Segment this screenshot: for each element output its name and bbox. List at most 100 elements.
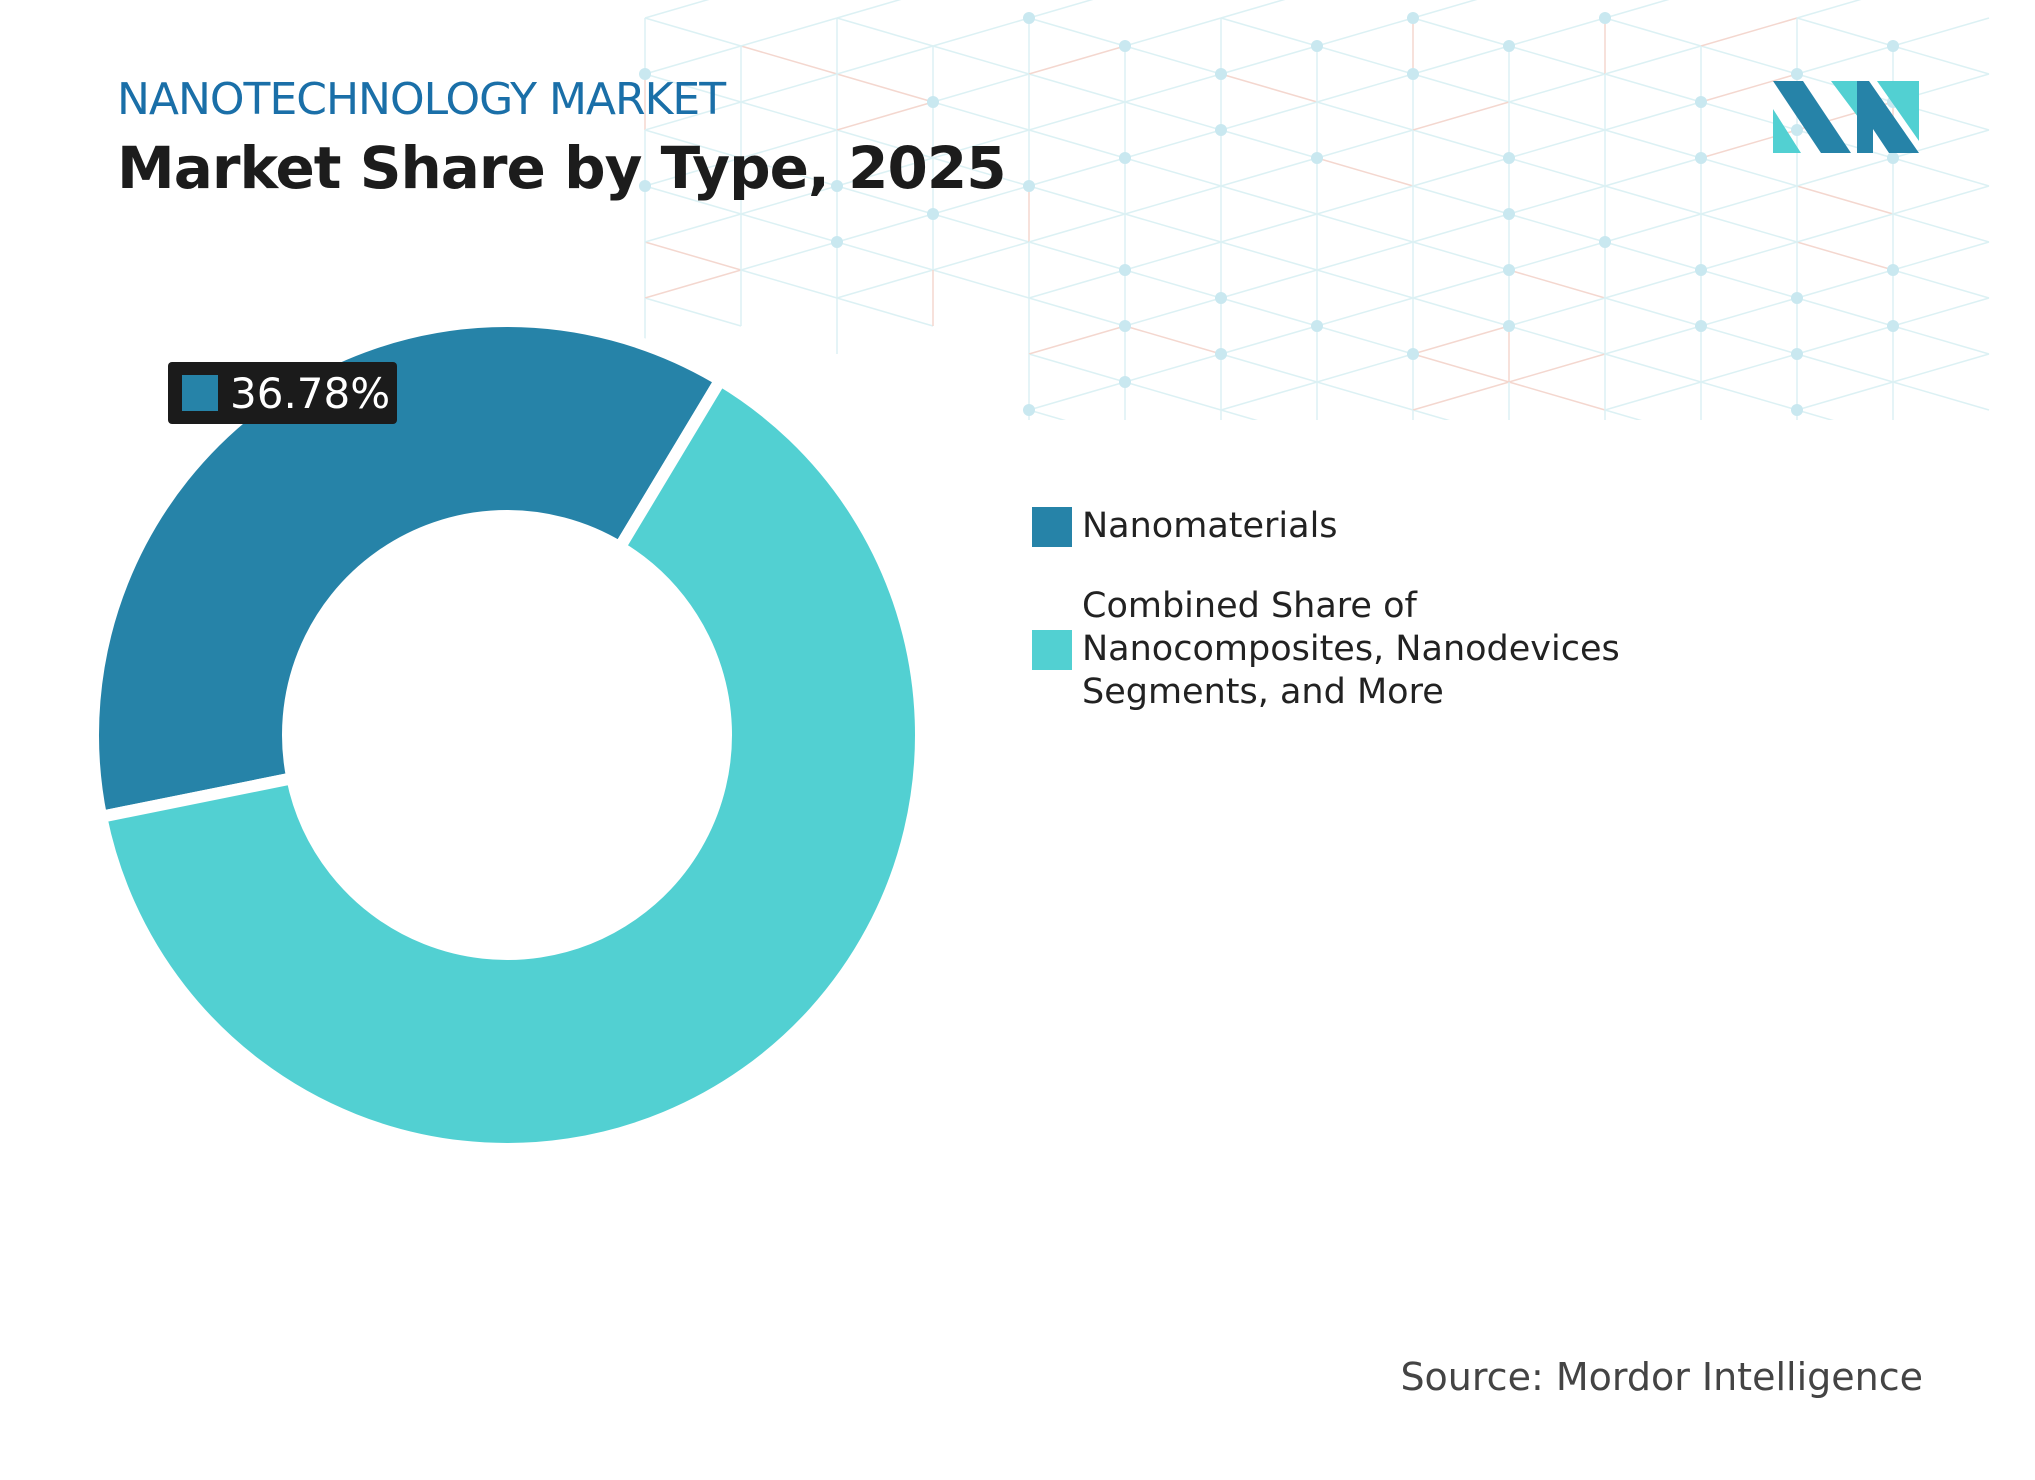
donut-chart	[0, 0, 1000, 1200]
pattern-dot	[1887, 320, 1899, 332]
pattern-line	[1413, 270, 1509, 298]
source-note: Source: Mordor Intelligence	[1400, 1355, 1923, 1399]
pattern-line	[1413, 382, 1509, 410]
pattern-line	[1893, 186, 1989, 214]
pattern-dot	[1119, 152, 1131, 164]
pattern-line	[1221, 214, 1317, 242]
legend-label: Combined Share of Nanocomposites, Nanode…	[1082, 585, 1620, 714]
pattern-line	[1317, 130, 1413, 158]
pattern-line	[1893, 298, 1989, 326]
pattern-line	[1509, 46, 1605, 74]
pattern-dot	[1119, 264, 1131, 276]
pattern-line	[1605, 102, 1701, 130]
pattern-dot	[1695, 320, 1707, 332]
pattern-line	[1221, 158, 1317, 186]
pattern-line	[1605, 130, 1701, 158]
pattern-line	[1029, 130, 1125, 158]
pattern-line	[1605, 0, 1701, 18]
pattern-line	[1509, 130, 1605, 158]
pattern-dot	[1407, 12, 1419, 24]
pattern-line	[1221, 270, 1317, 298]
legend-label-line: Nanocomposites, Nanodevices	[1082, 628, 1620, 671]
pattern-line	[1317, 382, 1413, 410]
pattern-line	[1797, 270, 1893, 298]
pattern-line	[1413, 102, 1509, 130]
pattern-line	[1797, 382, 1893, 410]
data-label-nanomaterials: 36.78%	[168, 362, 397, 424]
pattern-line	[1317, 74, 1413, 102]
data-label-text: 36.78%	[230, 369, 390, 418]
pattern-dot	[1119, 376, 1131, 388]
pattern-line	[1317, 18, 1413, 46]
pattern-line	[1029, 102, 1125, 130]
pattern-line	[1509, 354, 1605, 382]
pattern-line	[1413, 242, 1509, 270]
pattern-dot	[1503, 264, 1515, 276]
pattern-line	[1317, 242, 1413, 270]
pattern-line	[1893, 214, 1989, 242]
pattern-line	[1221, 326, 1317, 354]
pattern-line	[1029, 382, 1125, 410]
pattern-line	[1605, 326, 1701, 354]
pattern-line	[1605, 186, 1701, 214]
pattern-dot	[1791, 292, 1803, 304]
pattern-line	[1797, 0, 1893, 18]
pattern-line	[1893, 158, 1989, 186]
pattern-line	[1413, 326, 1509, 354]
pattern-line	[1797, 410, 1893, 420]
pattern-line	[1221, 298, 1317, 326]
pattern-line	[1605, 270, 1701, 298]
pattern-line	[1701, 46, 1797, 74]
pattern-line	[1029, 242, 1125, 270]
pattern-line	[1221, 102, 1317, 130]
data-label-swatch	[182, 375, 218, 411]
pattern-line	[1125, 130, 1221, 158]
pattern-line	[1509, 214, 1605, 242]
pattern-line	[1125, 214, 1221, 242]
pattern-line	[1605, 298, 1701, 326]
pattern-dot	[1695, 152, 1707, 164]
pattern-line	[1317, 158, 1413, 186]
pattern-line	[1797, 158, 1893, 186]
pattern-line	[1221, 354, 1317, 382]
pattern-line	[1413, 74, 1509, 102]
pattern-line	[1605, 158, 1701, 186]
pattern-line	[1317, 354, 1413, 382]
pattern-line	[1029, 354, 1125, 382]
pattern-line	[1701, 18, 1797, 46]
pattern-line	[1893, 46, 1989, 74]
pattern-dot	[1695, 264, 1707, 276]
pattern-line	[1701, 242, 1797, 270]
pattern-line	[1125, 186, 1221, 214]
pattern-dot	[1215, 124, 1227, 136]
pattern-dot	[1407, 68, 1419, 80]
legend-swatch	[1032, 630, 1072, 670]
pattern-line	[1221, 186, 1317, 214]
pattern-dot	[1311, 320, 1323, 332]
pattern-line	[1125, 158, 1221, 186]
mordor-logo	[1773, 81, 1919, 153]
pattern-line	[1125, 382, 1221, 410]
pattern-dot	[1023, 404, 1035, 416]
pattern-line	[1317, 46, 1413, 74]
pattern-line	[1029, 18, 1125, 46]
pattern-line	[1221, 18, 1317, 46]
pattern-line	[1797, 326, 1893, 354]
pattern-line	[1125, 242, 1221, 270]
pattern-line	[1413, 0, 1509, 18]
pattern-line	[1605, 354, 1701, 382]
pattern-line	[1413, 18, 1509, 46]
pattern-dot	[1503, 320, 1515, 332]
legend-label-line: Segments, and More	[1082, 671, 1620, 714]
pattern-line	[1797, 214, 1893, 242]
pattern-line	[1221, 74, 1317, 102]
pattern-line	[1701, 270, 1797, 298]
pattern-line	[1125, 270, 1221, 298]
pattern-dot	[1599, 236, 1611, 248]
pattern-line	[1029, 186, 1125, 214]
pattern-line	[1125, 74, 1221, 102]
pattern-line	[1893, 242, 1989, 270]
pattern-line	[1797, 242, 1893, 270]
pattern-dot	[1215, 348, 1227, 360]
pattern-line	[1701, 354, 1797, 382]
